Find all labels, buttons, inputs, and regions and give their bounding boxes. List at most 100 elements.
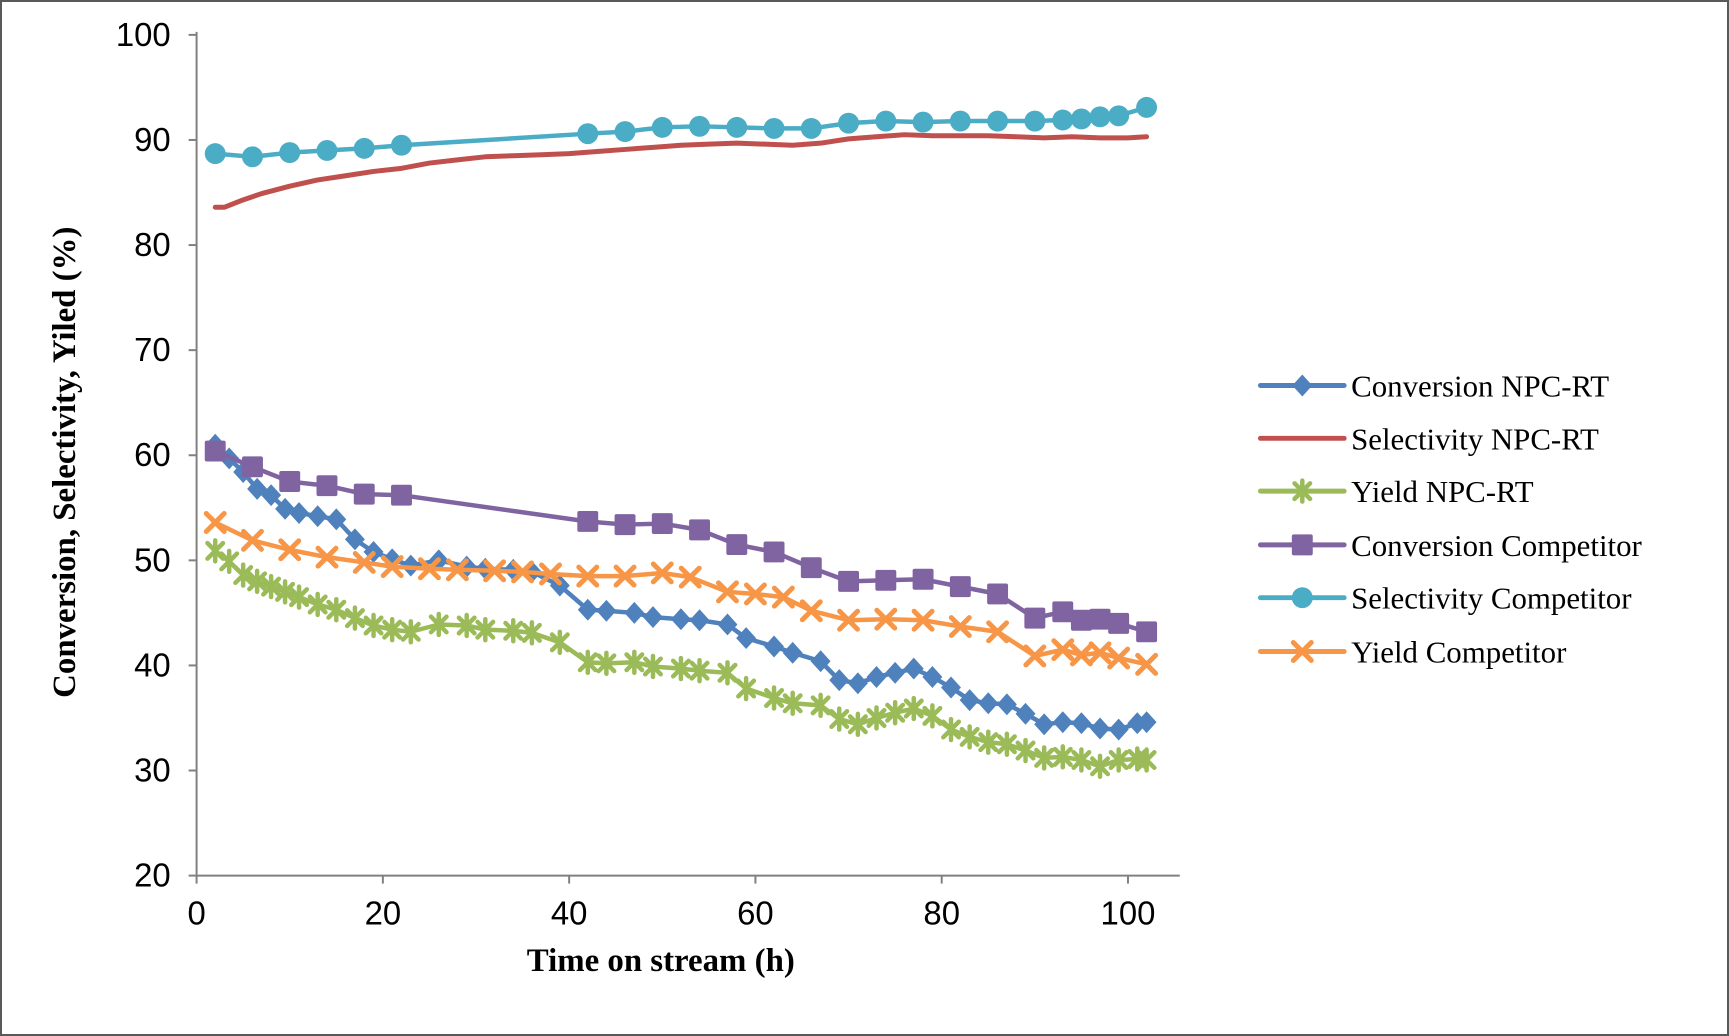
x-marker (576, 564, 600, 588)
x-tick-label: 100 (1101, 894, 1156, 931)
data-point-yield-npc-rt (764, 685, 785, 711)
y-tick-label: 40 (134, 646, 171, 683)
data-point-yield-npc-rt (307, 591, 328, 618)
data-point-yield-npc-rt (205, 538, 226, 564)
data-point-conversion-competitor (577, 510, 599, 532)
asterisk-marker (549, 632, 570, 653)
data-point-yield-competitor (241, 528, 264, 552)
data-point-selectivity-competitor (391, 134, 412, 156)
diamond-marker (847, 672, 868, 695)
data-point-conversion-npc-rt (624, 601, 645, 624)
square-marker (204, 440, 226, 462)
diamond-marker (922, 666, 943, 688)
y-tick-label: 60 (134, 436, 171, 473)
y-tick-label: 50 (134, 541, 171, 578)
asterisk-marker (247, 571, 268, 592)
data-point-conversion-npc-rt (643, 606, 663, 629)
data-point-yield-npc-rt (275, 579, 296, 605)
data-point-conversion-competitor (1070, 609, 1092, 631)
data-point-yield-npc-rt (521, 620, 542, 646)
data-point-yield-competitor (874, 607, 898, 631)
data-point-yield-npc-rt (233, 562, 254, 588)
square-marker (1070, 609, 1092, 631)
diamond-marker (670, 608, 691, 631)
x-marker (799, 599, 823, 623)
diamond-marker (624, 601, 645, 624)
square-marker (949, 576, 971, 598)
data-point-selectivity-competitor (949, 110, 971, 132)
circle-marker (1070, 108, 1092, 130)
x-marker (203, 511, 227, 534)
data-point-yield-competitor (576, 564, 600, 588)
x-marker (539, 562, 562, 586)
legend-item-conversion-npc-rt: Conversion NPC-RT (1257, 368, 1609, 403)
series-yield-npc-rt (205, 538, 1157, 780)
diamond-marker (289, 502, 310, 525)
y-tick-label: 90 (134, 121, 171, 158)
data-point-conversion-competitor (651, 513, 673, 535)
data-point-yield-competitor (1088, 641, 1112, 665)
legend-marker (1291, 587, 1313, 609)
circle-marker (875, 110, 897, 132)
x-marker (445, 558, 469, 582)
series-selectivity-npc-rt (212, 132, 1150, 210)
circle-marker (689, 115, 710, 137)
x-marker (1107, 646, 1131, 670)
data-point-yield-npc-rt (1108, 747, 1129, 773)
data-point-yield-npc-rt (689, 657, 710, 684)
data-point-selectivity-competitor (353, 137, 375, 159)
data-point-conversion-npc-rt (596, 599, 617, 622)
data-point-yield-competitor (315, 545, 339, 569)
data-point-selectivity-competitor (987, 110, 1009, 132)
data-point-yield-npc-rt (247, 568, 268, 595)
diamond-marker (261, 484, 282, 507)
data-point-conversion-competitor (316, 475, 338, 497)
diamond-marker (577, 598, 598, 621)
x-tick-label: 80 (923, 894, 960, 931)
asterisk-marker (344, 608, 365, 629)
asterisk-marker (1052, 746, 1073, 767)
asterisk-marker (400, 621, 421, 642)
data-point-conversion-npc-rt (764, 635, 785, 658)
asterisk-marker (847, 714, 868, 735)
data-point-yield-npc-rt (1136, 747, 1157, 773)
data-point-selectivity-competitor (204, 143, 226, 165)
square-marker (242, 456, 263, 478)
square-marker (763, 541, 785, 563)
asterisk-marker (456, 615, 477, 636)
data-point-conversion-competitor (353, 483, 375, 505)
asterisk-marker (1136, 750, 1157, 771)
data-point-selectivity-competitor (763, 117, 785, 139)
asterisk-marker (289, 587, 310, 608)
asterisk-marker (596, 653, 617, 674)
data-point-yield-npc-rt (670, 655, 691, 682)
circle-marker (614, 121, 636, 143)
circle-marker (949, 110, 971, 132)
data-point-yield-competitor (1069, 643, 1093, 667)
square-marker (987, 583, 1009, 605)
data-point-conversion-npc-rt (847, 672, 868, 695)
legend-marker (1292, 478, 1313, 504)
data-point-conversion-npc-rt (1015, 702, 1036, 725)
data-point-selectivity-competitor (1024, 110, 1046, 132)
data-point-yield-npc-rt (428, 611, 449, 638)
x-marker (1051, 638, 1075, 662)
data-point-yield-competitor (539, 562, 562, 586)
circle-marker (316, 140, 338, 161)
data-point-selectivity-competitor (279, 142, 301, 164)
square-marker (614, 514, 636, 536)
x-marker (278, 538, 302, 562)
asterisk-marker (624, 652, 645, 673)
data-point-yield-competitor (613, 564, 637, 588)
asterisk-marker (382, 619, 403, 640)
square-marker (1136, 621, 1158, 643)
y-axis-title: Conversion, Selectivity, Yiled (%) (47, 227, 83, 698)
diamond-marker (1108, 718, 1129, 741)
diamond-marker (810, 650, 831, 673)
diamond-marker (596, 599, 617, 622)
data-point-conversion-competitor (1052, 601, 1074, 623)
asterisk-marker (996, 734, 1017, 755)
data-point-yield-npc-rt (400, 619, 421, 645)
asterisk-marker (670, 658, 691, 679)
legend: Conversion NPC-RT Selectivity NPC-RT Yield… (1257, 368, 1643, 669)
